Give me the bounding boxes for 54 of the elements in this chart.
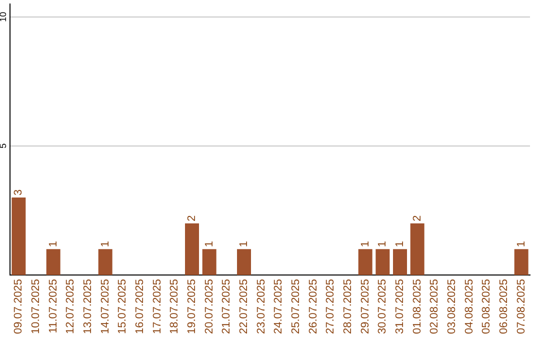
bar [393, 249, 407, 275]
x-tick-label: 18.07.2025 [168, 278, 181, 334]
data-label: 1 [47, 241, 60, 248]
x-tick-label: 04.08.2025 [463, 278, 476, 334]
x-tick-label: 05.08.2025 [480, 278, 493, 334]
x-tick-label: 28.07.2025 [342, 278, 354, 334]
bar [46, 249, 60, 275]
data-label: 2 [411, 215, 424, 222]
data-label: 1 [203, 241, 216, 248]
x-tick-label: 25.07.2025 [290, 278, 302, 334]
x-tick-label: 31.07.2025 [394, 278, 406, 334]
data-label: 1 [359, 241, 372, 248]
data-label: 1 [238, 241, 250, 248]
x-tick-label: 20.07.2025 [203, 278, 216, 334]
bar [12, 198, 26, 275]
x-tick-label: 13.07.2025 [82, 278, 94, 334]
x-tick-label: 07.08.2025 [515, 278, 528, 334]
x-tick-label: 26.07.2025 [307, 278, 320, 334]
x-tick-label: 15.07.2025 [116, 278, 129, 334]
x-tick-label: 23.07.2025 [255, 278, 268, 334]
x-tick-label: 27.07.2025 [324, 278, 337, 334]
bar [202, 249, 216, 275]
x-tick-label: 06.08.2025 [498, 278, 510, 334]
x-tick-label: 01.08.2025 [411, 278, 424, 334]
x-tick-label: 12.07.2025 [64, 278, 77, 334]
bar [376, 249, 390, 275]
x-tick-label: 30.07.2025 [376, 278, 389, 334]
y-tick-label: 5 [0, 143, 8, 148]
bar [237, 249, 251, 275]
x-tick-label: 02.08.2025 [428, 278, 441, 334]
x-tick-label: 11.07.2025 [47, 278, 60, 334]
x-tick-label: 16.07.2025 [134, 278, 146, 334]
data-label: 1 [515, 241, 528, 248]
data-label: 3 [12, 189, 25, 196]
x-tick-label: 10.07.2025 [30, 278, 42, 334]
y-tick-label: 10 [0, 12, 8, 22]
x-tick-label: 17.07.2025 [151, 278, 164, 334]
x-tick-label: 24.07.2025 [272, 278, 285, 334]
data-label: 1 [394, 241, 406, 248]
bar [514, 249, 528, 275]
data-label: 1 [99, 241, 112, 248]
x-tick-label: 19.07.2025 [186, 278, 198, 334]
x-tick-label: 09.07.2025 [12, 278, 25, 334]
bar [410, 223, 424, 275]
x-tick-label: 29.07.2025 [359, 278, 372, 334]
bar [358, 249, 372, 275]
x-tick-label: 14.07.2025 [99, 278, 112, 334]
data-label: 2 [186, 215, 198, 222]
x-tick-label: 21.07.2025 [220, 278, 233, 334]
x-tick-label: 22.07.2025 [238, 278, 250, 334]
data-label: 1 [376, 241, 389, 248]
bar [185, 223, 199, 275]
x-tick-label: 03.08.2025 [446, 278, 458, 334]
bar [98, 249, 112, 275]
